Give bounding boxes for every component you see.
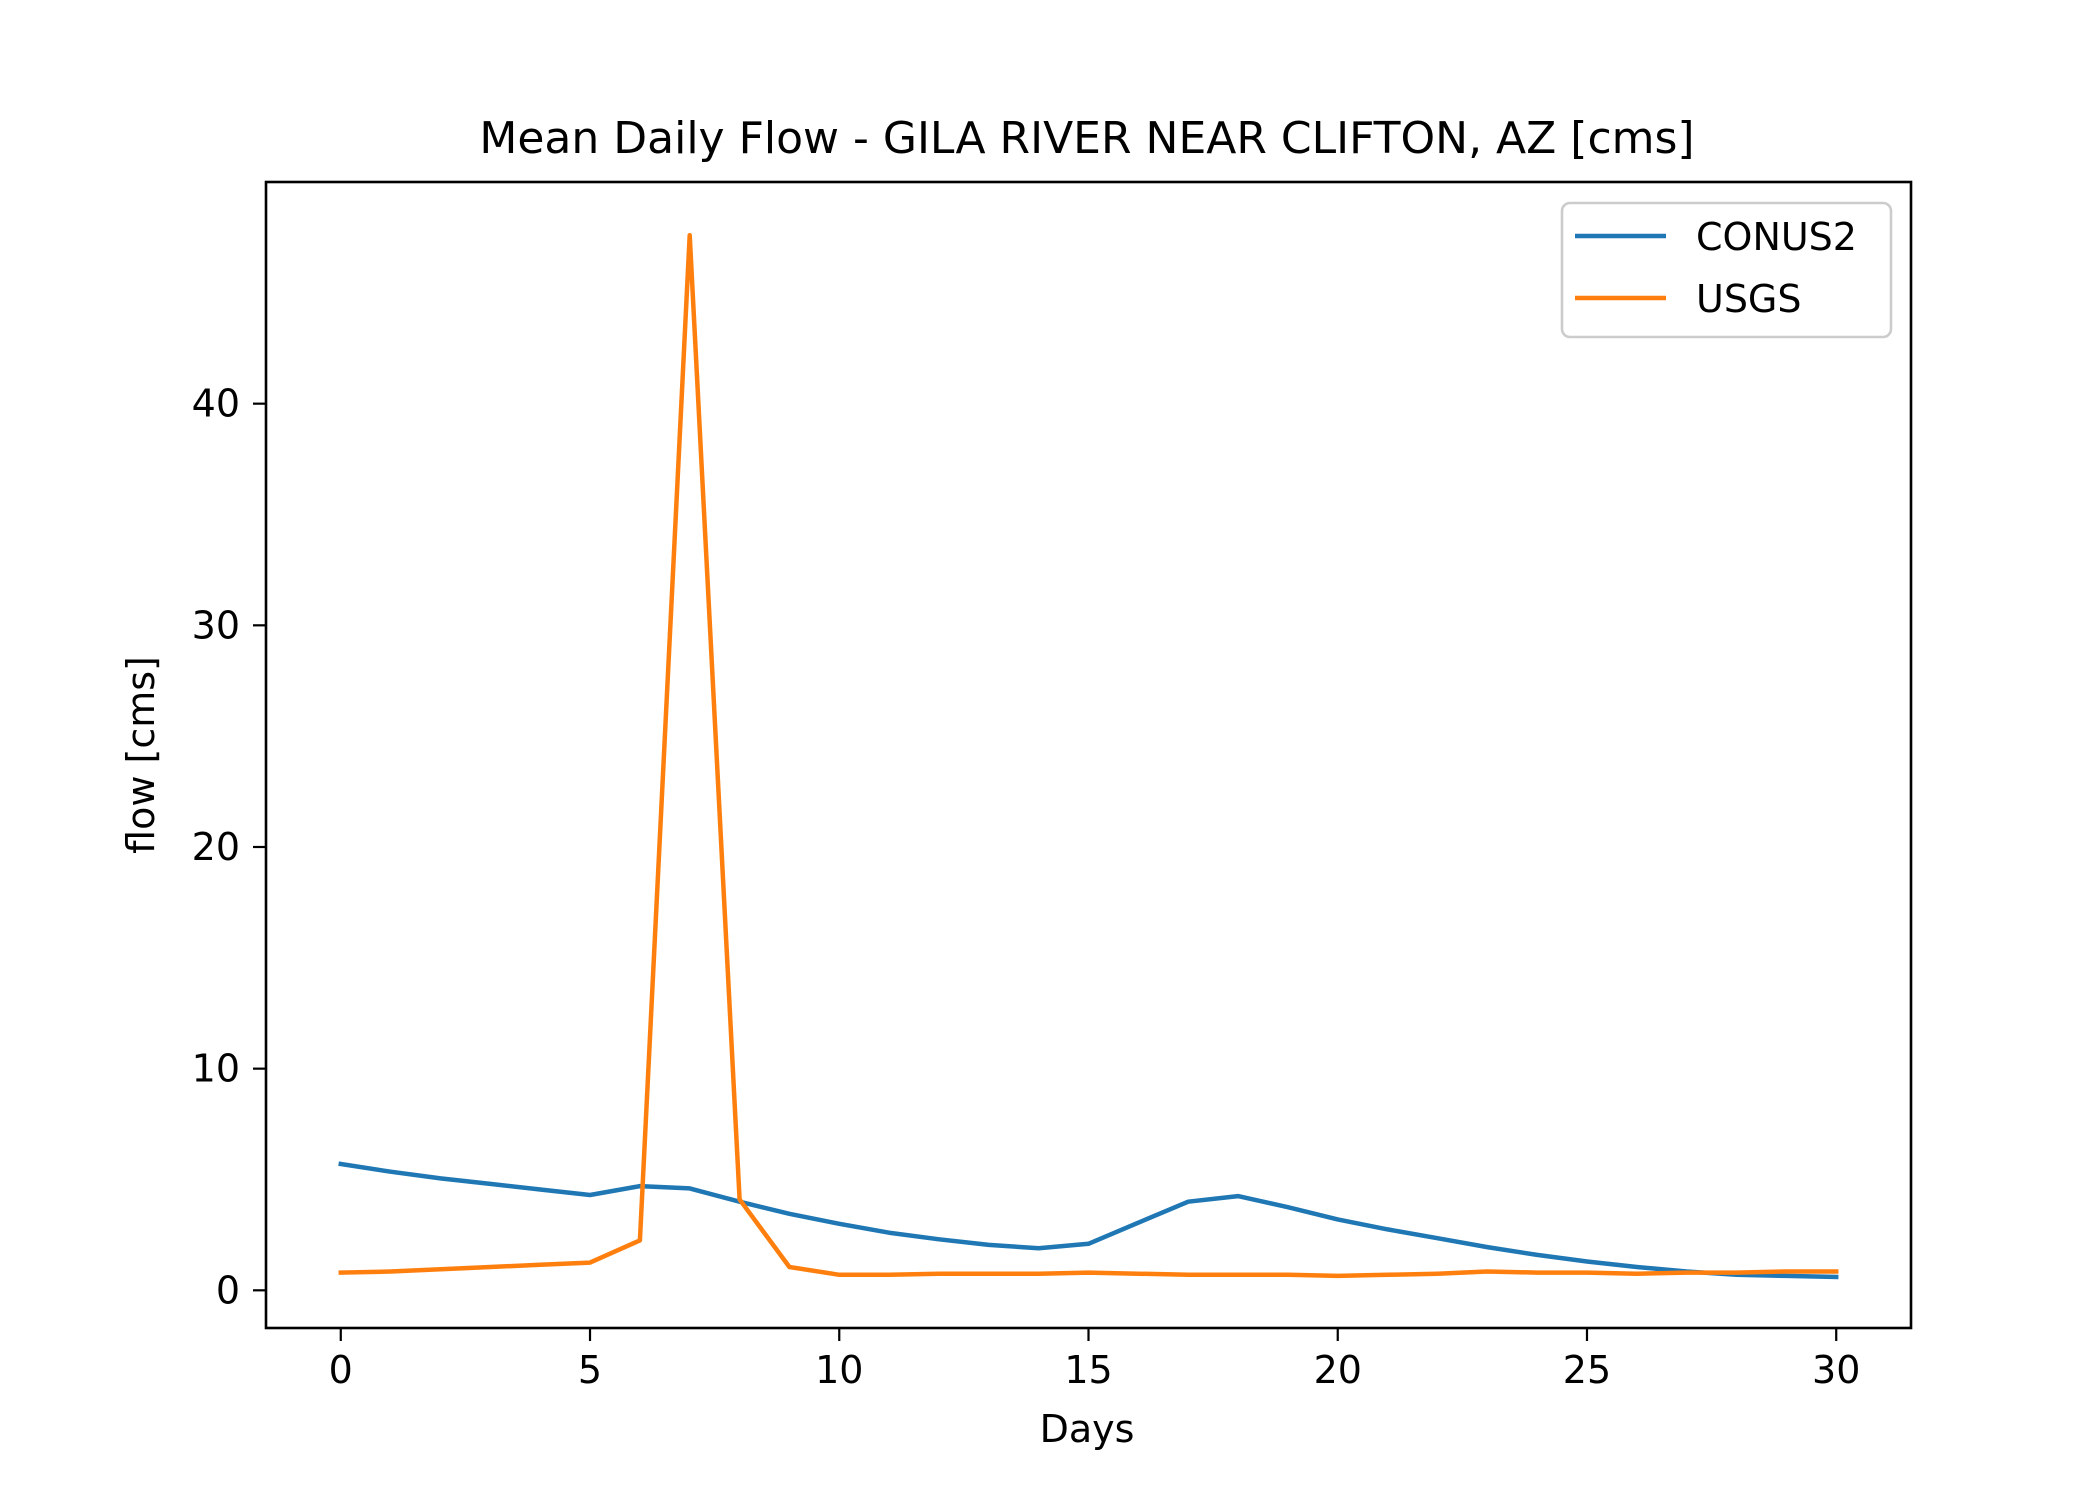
x-tick-label: 20: [1314, 1348, 1362, 1392]
x-tick-label: 0: [329, 1348, 353, 1392]
y-tick-label: 40: [192, 382, 240, 426]
legend: CONUS2 USGS: [1560, 201, 1893, 339]
x-axis-label: Days: [1040, 1407, 1135, 1451]
y-tick-label: 30: [192, 603, 240, 647]
legend-label-conus2: CONUS2: [1696, 215, 1857, 259]
x-tick-label: 10: [815, 1348, 863, 1392]
y-tick-label: 20: [192, 825, 240, 869]
chart-title: Mean Daily Flow - GILA RIVER NEAR CLIFTO…: [479, 113, 1694, 164]
x-axis-ticks: 0 5 10 15 20 25 30: [329, 1328, 1860, 1392]
y-tick-label: 10: [192, 1047, 240, 1091]
y-tick-label: 0: [216, 1268, 240, 1312]
x-tick-label: 30: [1812, 1348, 1860, 1392]
series-line-conus2: [338, 1161, 1839, 1280]
series-line-usgs: [338, 232, 1839, 1279]
y-axis-ticks: 0 10 20 30 40: [192, 382, 266, 1312]
x-tick-label: 5: [578, 1348, 602, 1392]
y-axis-label: flow [cms]: [119, 656, 163, 854]
legend-label-usgs: USGS: [1696, 277, 1802, 321]
series-layer: [338, 232, 1839, 1280]
x-tick-label: 25: [1563, 1348, 1611, 1392]
x-tick-label: 15: [1064, 1348, 1112, 1392]
